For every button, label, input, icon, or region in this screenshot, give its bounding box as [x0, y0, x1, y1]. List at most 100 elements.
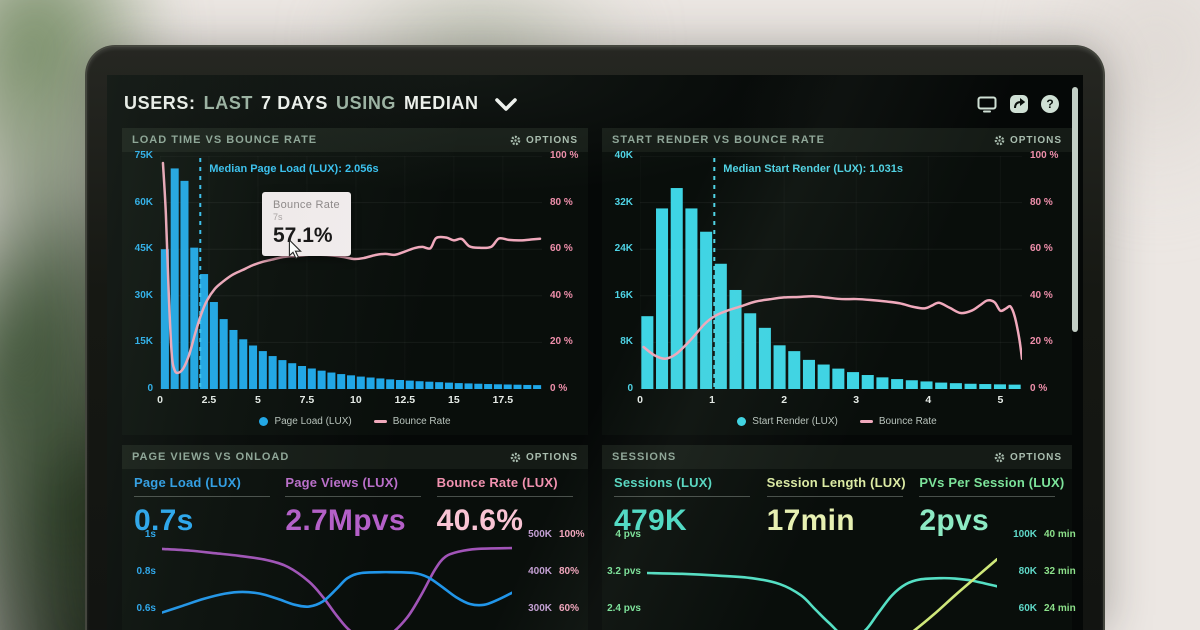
share-button[interactable] [1010, 95, 1028, 113]
bar [415, 381, 424, 389]
legend-item[interactable]: Bounce Rate [373, 416, 451, 427]
x-axis-tick: 3 [853, 394, 860, 406]
bar [714, 263, 727, 389]
plot-area [640, 156, 1022, 389]
bounce-rate-line [642, 295, 1022, 360]
bar [209, 302, 218, 389]
mini-line [162, 570, 512, 614]
bar [484, 384, 493, 389]
tooltip-sub: 7s [273, 212, 283, 222]
metric-label: Page Load (LUX) [134, 475, 242, 490]
options-label: OPTIONS [525, 451, 578, 463]
bar [258, 351, 267, 389]
bar [425, 381, 434, 389]
chart-canvas [640, 156, 1022, 389]
vertical-scrollbar[interactable] [1072, 87, 1078, 332]
bounce-rate-line [161, 161, 542, 375]
legend-line-swatch [859, 420, 873, 423]
bar [935, 382, 948, 389]
users-range-dropdown[interactable]: USERS: LAST 7 DAYS USING MEDIAN [124, 91, 517, 115]
metric-underline [134, 496, 270, 497]
bar [861, 375, 874, 389]
options-button[interactable]: OPTIONS [510, 135, 578, 146]
metric-underline [766, 496, 903, 497]
x-axis-tick: 5 [997, 394, 1004, 406]
display-button[interactable] [977, 96, 997, 113]
mini-right-tick: 500K 100% [520, 529, 584, 540]
bar [239, 339, 248, 389]
help-button[interactable]: ? [1041, 95, 1059, 113]
bar [435, 382, 444, 389]
y-axis-left-tick: 32K [614, 196, 633, 208]
y-axis-left-tick: 45K [134, 243, 153, 255]
metric-bounce-rate: Bounce Rate (LUX) 40.6% [436, 475, 588, 538]
options-button[interactable]: OPTIONS [994, 135, 1062, 146]
legend-dot-swatch [259, 417, 269, 426]
bar [376, 378, 385, 389]
bar [788, 351, 801, 389]
metric-underline [436, 496, 573, 497]
legend-item[interactable]: Page Load (LUX) [259, 416, 352, 427]
metric-value: 0.7s [134, 504, 194, 537]
panel-start-render-vs-bounce-rate: START RENDER VS BOUNCE RATE OPTIONS Medi… [602, 128, 1072, 435]
mini-left-tick: 3.2 pvs [607, 566, 641, 577]
y-axis-right-tick: 40 % [550, 289, 573, 301]
legend: Page Load (LUX) Bounce Rate [122, 416, 588, 427]
mini-right-tick-secondary: 24 min [1044, 603, 1076, 614]
y-axis-left-tick: 0 [627, 383, 633, 394]
bar [817, 364, 830, 389]
mini-right-tick-primary: 60K [1018, 603, 1037, 614]
bar [307, 368, 316, 389]
bar [503, 384, 512, 389]
mini-line [912, 557, 997, 630]
x-axis-tick: 17.5 [492, 394, 514, 406]
bar [366, 377, 375, 389]
bar [905, 380, 918, 389]
mini-right-tick: 100K 40 min [1005, 529, 1076, 540]
bar [327, 372, 336, 389]
bar [641, 316, 654, 389]
median-annotation: Median Page Load (LUX): 2.056s [209, 163, 379, 175]
mini-right-tick: 400K 80% [520, 566, 579, 577]
bar [891, 379, 904, 389]
bar [847, 372, 860, 389]
bar [317, 370, 326, 389]
y-axis-left-tick: 15K [134, 336, 153, 348]
metric-label: Sessions (LUX) [614, 475, 713, 490]
bar [337, 374, 346, 389]
metric-label: Session Length (LUX) [766, 475, 906, 490]
chart-canvas [160, 156, 542, 389]
legend-item[interactable]: Bounce Rate [859, 416, 937, 427]
metric-value: 479K [614, 504, 687, 537]
metric-label: Page Views (LUX) [285, 475, 399, 490]
legend: Start Render (LUX) Bounce Rate [602, 416, 1072, 427]
bar [773, 345, 786, 389]
gear-icon [994, 452, 1005, 462]
options-button[interactable]: OPTIONS [994, 452, 1062, 463]
options-button[interactable]: OPTIONS [510, 452, 578, 463]
x-axis-tick: 4 [925, 394, 932, 406]
mini-right-tick-secondary: 32 min [1044, 566, 1076, 577]
mini-right-tick: 300K 60% [520, 603, 579, 614]
bar [979, 384, 992, 389]
mini-left-tick: 0.6s [136, 603, 156, 614]
y-axis-left-tick: 30K [134, 289, 153, 301]
bar [386, 379, 395, 389]
y-axis-left-tick: 24K [614, 243, 633, 255]
laptop-bezel: USERS: LAST 7 DAYS USING MEDIAN [85, 45, 1105, 630]
legend-label: Start Render (LUX) [752, 416, 838, 427]
bar [356, 376, 365, 389]
bar [249, 345, 258, 389]
bar [523, 384, 532, 389]
header-icons: ? [977, 95, 1059, 113]
options-label: OPTIONS [1009, 451, 1062, 463]
legend-item[interactable]: Start Render (LUX) [737, 416, 838, 427]
mini-right-tick-primary: 400K [528, 566, 552, 577]
panel-title: START RENDER VS BOUNCE RATE [612, 134, 825, 146]
metric-underline [285, 496, 422, 497]
metric-row: Page Load (LUX) 0.7s Page Views (LUX) 2.… [134, 475, 588, 538]
legend-line-swatch [373, 420, 387, 423]
y-axis-right-tick: 80 % [1030, 196, 1053, 208]
mini-right-tick-primary: 300K [528, 603, 552, 614]
options-label: OPTIONS [525, 134, 578, 146]
